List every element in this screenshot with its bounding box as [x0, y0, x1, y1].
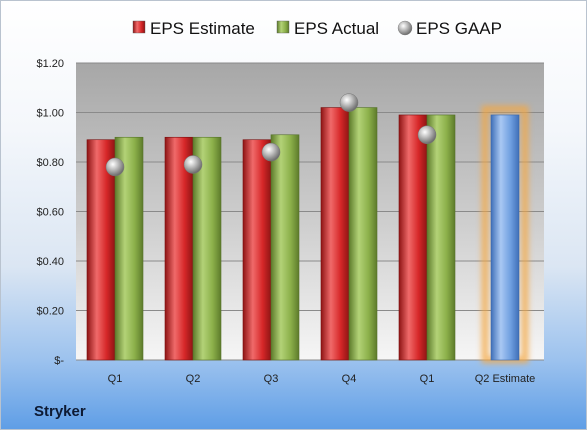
x-tick-label: Q1	[420, 373, 435, 385]
y-tick-label: $1.00	[36, 108, 64, 120]
x-tick-label: Q1	[108, 373, 123, 385]
bar-eps-estimate	[242, 139, 272, 361]
y-tick-label: $0.60	[36, 207, 64, 219]
x-tick-label: Q2 Estimate	[475, 373, 536, 385]
legend-label: EPS GAAP	[416, 19, 502, 38]
bar-eps-estimate	[164, 136, 194, 361]
eps-gaap-marker	[339, 93, 359, 112]
legend-swatch	[397, 20, 413, 36]
x-tick-label: Q3	[264, 373, 279, 385]
company-name: Stryker	[34, 403, 86, 420]
legend-label: EPS Actual	[294, 19, 379, 38]
bar-eps-actual	[192, 136, 222, 361]
eps-gaap-marker	[183, 155, 203, 174]
x-tick-label: Q4	[342, 373, 357, 385]
y-tick-label: $-	[54, 355, 64, 367]
y-tick-label: $0.40	[36, 256, 64, 268]
y-tick-label: $0.80	[36, 157, 64, 169]
bar-eps-estimate	[398, 114, 428, 361]
y-tick-label: $1.20	[36, 58, 64, 70]
bar-eps-actual	[426, 114, 456, 361]
bar-eps-actual	[348, 107, 378, 361]
legend-swatch	[132, 20, 146, 34]
x-tick-label: Q2	[186, 373, 201, 385]
legend-swatch	[276, 20, 290, 34]
eps-gaap-marker	[105, 157, 125, 177]
bar-eps-estimate	[320, 107, 350, 361]
bar-eps-actual	[270, 134, 300, 361]
legend-label: EPS Estimate	[150, 19, 255, 38]
y-tick-label: $0.20	[36, 306, 64, 318]
eps-gaap-marker	[261, 142, 281, 162]
legend: EPS Estimate EPS Actual EPS GAAP	[132, 19, 502, 38]
bar-q2-estimate	[490, 114, 520, 361]
eps-gaap-marker	[417, 125, 437, 145]
